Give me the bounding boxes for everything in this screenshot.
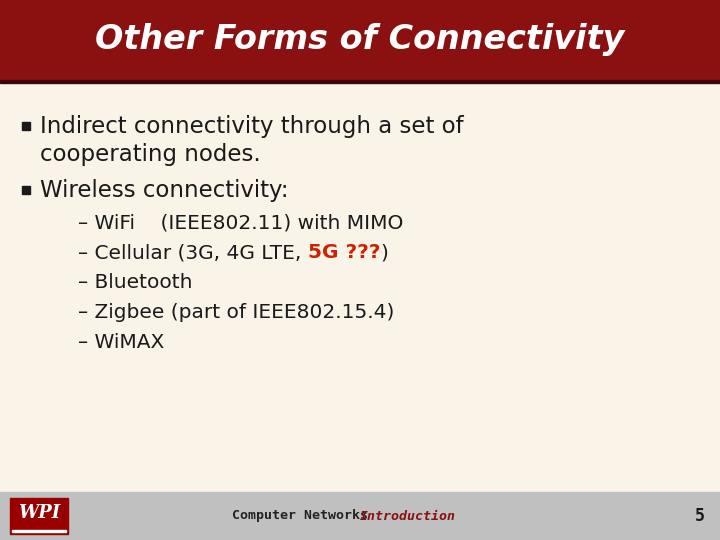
Text: Introduction: Introduction [360, 510, 456, 523]
Text: WPI: WPI [18, 504, 60, 522]
Text: 5G ???: 5G ??? [307, 244, 380, 262]
Text: Other Forms of Connectivity: Other Forms of Connectivity [95, 24, 625, 57]
Bar [0, 80, 720, 83]
Bar [12, 530, 66, 532]
Text: Indirect connectivity through a set of: Indirect connectivity through a set of [40, 114, 464, 138]
Text: Wireless connectivity:: Wireless connectivity: [40, 179, 289, 201]
Text: – WiMAX: – WiMAX [78, 334, 164, 353]
Text: Computer Networks: Computer Networks [232, 510, 368, 523]
Bar [0, 0, 720, 80]
Text: – Zigbee (part of IEEE802.15.4): – Zigbee (part of IEEE802.15.4) [78, 303, 395, 322]
Bar [10, 498, 68, 534]
Bar [22, 186, 30, 194]
Text: 5: 5 [695, 507, 705, 525]
Text: – WiFi    (IEEE802.11) with MIMO: – WiFi (IEEE802.11) with MIMO [78, 213, 403, 233]
Text: – Cellular (3G, 4G LTE,: – Cellular (3G, 4G LTE, [78, 244, 307, 262]
Text: cooperating nodes.: cooperating nodes. [40, 143, 261, 165]
Text: – Bluetooth: – Bluetooth [78, 273, 192, 293]
Text: ): ) [380, 244, 388, 262]
Bar [0, 492, 720, 540]
Bar [22, 122, 30, 130]
